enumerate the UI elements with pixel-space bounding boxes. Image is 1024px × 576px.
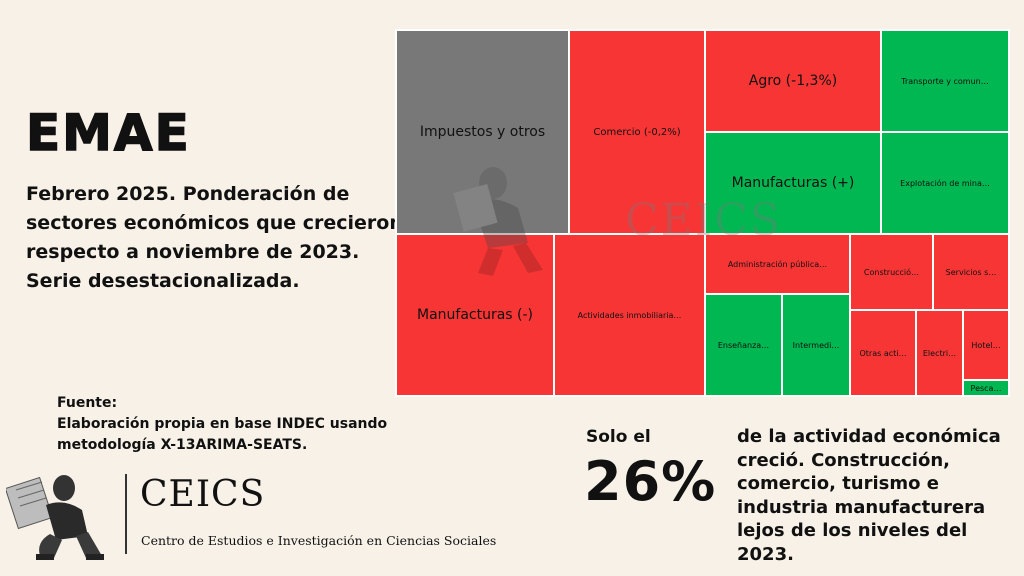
source-label: Fuente:	[57, 395, 118, 411]
treemap-chart: Impuestos y otros Comercio (-0,2%) Agro (-…	[395, 29, 1010, 397]
treemap-tile: Transporte y comun…	[881, 30, 1009, 132]
treemap-tile: Construcció…	[850, 234, 933, 310]
treemap-tile: Intermedi…	[782, 294, 850, 396]
treemap-tile: Manufacturas (+)	[705, 132, 881, 234]
logo-figure-image	[6, 475, 104, 560]
logo-subtitle: Centro de Estudios e Investigación en Ci…	[141, 533, 497, 548]
treemap-tile: Servicios s…	[933, 234, 1009, 310]
treemap-tile-label: Construcció…	[863, 267, 920, 277]
treemap-tile-label: Impuestos y otros	[419, 124, 546, 140]
treemap-tile-label: Actividades inmobiliaria…	[577, 310, 682, 320]
treemap-tile-label: Hotel…	[971, 340, 1001, 350]
treemap-tile-label: Otras acti…	[859, 348, 907, 358]
treemap-tile-label: Agro (-1,3%)	[748, 73, 838, 89]
treemap-tile-label: Comercio (-0,2%)	[593, 126, 681, 138]
treemap-tile-label: Explotación de mina…	[900, 178, 990, 188]
treemap-tile: Enseñanza…	[705, 294, 782, 396]
treemap-tile: Otras acti…	[850, 310, 916, 396]
treemap-tile: Manufacturas (-)	[396, 234, 554, 396]
treemap-tile-label: Manufacturas (+)	[731, 175, 855, 191]
page-title: EMAE	[25, 103, 191, 163]
treemap-tile-label: Enseñanza…	[717, 340, 770, 350]
highlight-text: de la actividad económica creció. Constr…	[737, 426, 1001, 565]
treemap-tile-label: Intermedi…	[792, 340, 840, 350]
highlight-value: 26%	[584, 450, 717, 513]
treemap-tile-label: Pesca…	[970, 383, 1002, 393]
treemap-tile: Impuestos y otros	[396, 30, 569, 234]
treemap-tile-label: Electri…	[922, 348, 957, 358]
treemap-tile: Electri…	[916, 310, 963, 396]
treemap-tile: Administración pública…	[705, 234, 850, 294]
treemap-tile-label: Manufacturas (-)	[416, 307, 534, 323]
treemap-tile: Actividades inmobiliaria…	[554, 234, 705, 396]
treemap-tile: Hotel…	[963, 310, 1009, 380]
treemap-tile: Explotación de mina…	[881, 132, 1009, 234]
treemap-tile-label: Transporte y comun…	[901, 76, 989, 86]
source-text: Elaboración propia en base INDEC usando …	[57, 416, 388, 453]
treemap-tile: Comercio (-0,2%)	[569, 30, 705, 234]
treemap-tile: Agro (-1,3%)	[705, 30, 881, 132]
page-subtitle: Febrero 2025. Ponderación de sectores ec…	[26, 183, 403, 292]
highlight-prefix: Solo el	[586, 427, 651, 447]
logo-name: CEICS	[140, 474, 266, 515]
logo-separator	[125, 474, 127, 554]
treemap-tile-label: Servicios s…	[945, 267, 997, 277]
treemap-tile: Pesca…	[963, 380, 1009, 396]
treemap-tile-label: Administración pública…	[727, 259, 828, 269]
